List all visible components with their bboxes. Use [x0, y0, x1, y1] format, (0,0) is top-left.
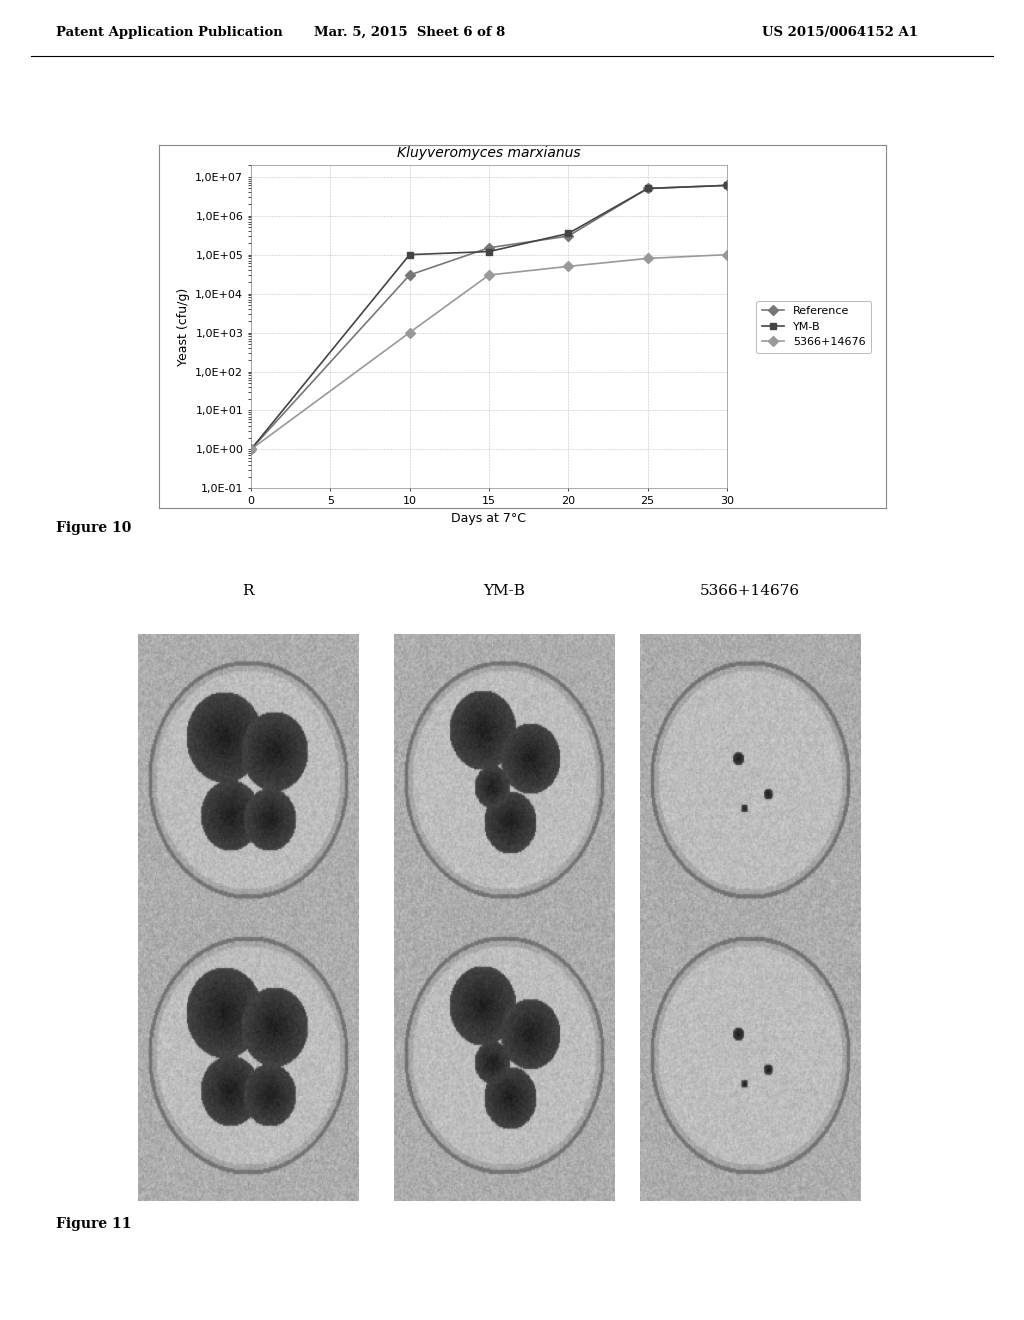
5366+14676 — [403, 325, 416, 341]
5366+14676 — [483, 267, 496, 282]
Text: Patent Application Publication: Patent Application Publication — [56, 26, 283, 40]
X-axis label: Days at 7°C: Days at 7°C — [452, 512, 526, 524]
Text: US 2015/0064152 A1: US 2015/0064152 A1 — [762, 26, 918, 40]
YM-B — [641, 181, 653, 197]
Text: Mar. 5, 2015  Sheet 6 of 8: Mar. 5, 2015 Sheet 6 of 8 — [314, 26, 505, 40]
5366+14676 — [562, 259, 574, 275]
5366+14676 — [245, 441, 257, 457]
YM-B — [721, 177, 733, 193]
5366+14676 — [641, 251, 653, 267]
5366+14676 — [721, 247, 733, 263]
Text: R: R — [243, 583, 254, 598]
Reference — [641, 181, 653, 197]
YM-B — [403, 247, 416, 263]
Reference — [721, 177, 733, 193]
Text: 5366+14676: 5366+14676 — [700, 583, 800, 598]
Text: Figure 11: Figure 11 — [56, 1217, 132, 1232]
Line: YM-B: YM-B — [248, 182, 730, 453]
YM-B — [562, 226, 574, 242]
Reference — [403, 267, 416, 282]
Title: Kluyveromyces marxianus: Kluyveromyces marxianus — [397, 145, 581, 160]
Reference — [562, 228, 574, 244]
Line: Reference: Reference — [248, 182, 730, 453]
Y-axis label: Yeast (cfu/g): Yeast (cfu/g) — [177, 288, 189, 366]
Reference — [245, 441, 257, 457]
Text: Figure 10: Figure 10 — [56, 521, 132, 535]
Line: 5366+14676: 5366+14676 — [248, 251, 730, 453]
Text: YM-B: YM-B — [483, 583, 525, 598]
YM-B — [483, 244, 496, 260]
YM-B — [245, 441, 257, 457]
Legend: Reference, YM-B, 5366+14676: Reference, YM-B, 5366+14676 — [757, 301, 871, 352]
Reference — [483, 240, 496, 256]
